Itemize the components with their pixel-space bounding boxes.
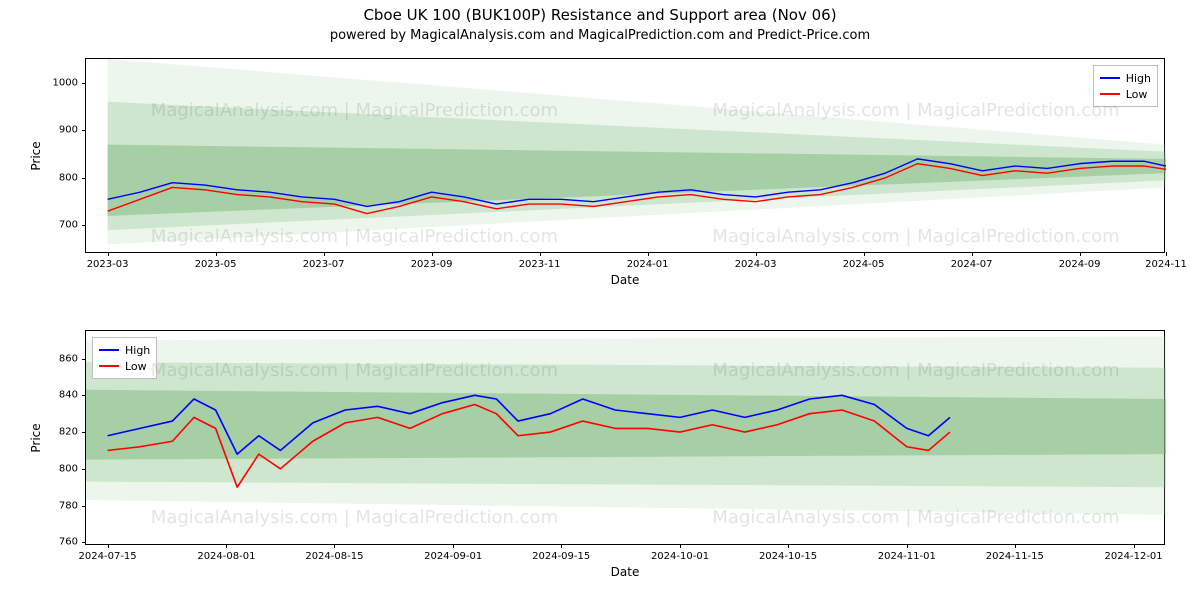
chart-title: Cboe UK 100 (BUK100P) Resistance and Sup… [0, 6, 1200, 24]
y-tick-label: 820 [59, 427, 78, 438]
chart-bottom: Price Date HighLow 760780800820840860202… [85, 330, 1165, 545]
x-tick-label: 2024-05 [843, 259, 885, 270]
x-tick-label: 2023-09 [411, 259, 453, 270]
y-tick-label: 800 [59, 172, 78, 183]
x-tick-label: 2024-07-15 [79, 551, 137, 562]
x-tick-label: 2023-11 [519, 259, 561, 270]
y-tick-label: 1000 [53, 77, 78, 88]
x-tick-label: 2024-10-01 [651, 551, 709, 562]
x-tick-label: 2024-01 [627, 259, 669, 270]
y-tick-label: 780 [59, 500, 78, 511]
y-tick-label: 700 [59, 220, 78, 231]
chart-bottom-plot [86, 331, 1166, 546]
x-tick-label: 2024-12-01 [1105, 551, 1163, 562]
y-tick-label: 840 [59, 390, 78, 401]
y-axis-label: Price [29, 141, 43, 170]
legend-swatch [99, 349, 119, 351]
chart-top: Price Date HighLow 70080090010002023-032… [85, 58, 1165, 253]
x-tick-label: 2024-03 [735, 259, 777, 270]
y-tick-label: 860 [59, 353, 78, 364]
x-tick-label: 2024-08-15 [305, 551, 363, 562]
legend-label: High [1126, 72, 1151, 85]
x-tick-label: 2024-07 [951, 259, 993, 270]
legend-swatch [1100, 77, 1120, 79]
legend-label: High [125, 344, 150, 357]
x-tick-label: 2024-09 [1059, 259, 1101, 270]
legend-item: Low [1100, 86, 1151, 102]
chart-top-plot [86, 59, 1166, 254]
x-tick-label: 2024-09-01 [424, 551, 482, 562]
legend-item: High [1100, 70, 1151, 86]
x-tick-label: 2024-08-01 [197, 551, 255, 562]
legend-swatch [1100, 93, 1120, 95]
x-tick-label: 2023-03 [87, 259, 129, 270]
legend-label: Low [1126, 88, 1148, 101]
y-axis-label: Price [29, 423, 43, 452]
x-tick-label: 2024-11-01 [878, 551, 936, 562]
support-resistance-band [86, 390, 1166, 460]
x-tick-label: 2024-09-15 [532, 551, 590, 562]
figure: Cboe UK 100 (BUK100P) Resistance and Sup… [0, 0, 1200, 600]
x-tick-label: 2024-10-15 [759, 551, 817, 562]
x-tick-label: 2024-11 [1145, 259, 1187, 270]
y-tick-label: 800 [59, 463, 78, 474]
legend-swatch [99, 365, 119, 367]
x-tick-label: 2023-07 [303, 259, 345, 270]
chart-subtitle: powered by MagicalAnalysis.com and Magic… [0, 28, 1200, 43]
legend: High Low [92, 337, 157, 379]
y-tick-label: 760 [59, 537, 78, 548]
x-axis-label: Date [611, 273, 640, 287]
x-tick-label: 2023-05 [195, 259, 237, 270]
x-axis-label: Date [611, 565, 640, 579]
legend-item: High [99, 342, 150, 358]
legend: High Low [1093, 65, 1158, 107]
x-tick-label: 2024-11-15 [986, 551, 1044, 562]
legend-label: Low [125, 360, 147, 373]
y-tick-label: 900 [59, 125, 78, 136]
legend-item: Low [99, 358, 150, 374]
